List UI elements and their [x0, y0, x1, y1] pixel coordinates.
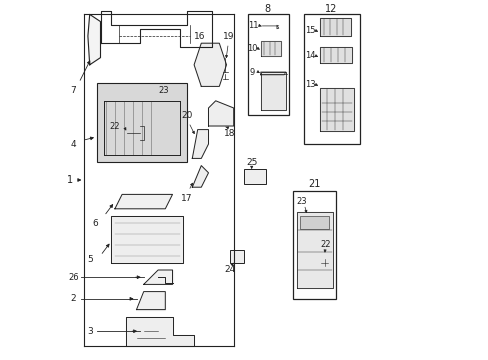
Text: 12: 12	[324, 4, 336, 14]
Text: 22: 22	[320, 240, 330, 249]
Polygon shape	[192, 130, 208, 158]
Text: 14: 14	[305, 51, 315, 60]
Text: 22: 22	[109, 122, 120, 131]
Text: 18: 18	[224, 129, 235, 138]
Bar	[300, 216, 328, 229]
Bar	[230, 250, 244, 263]
Text: 17: 17	[181, 194, 192, 202]
Polygon shape	[115, 194, 172, 209]
Text: 19: 19	[222, 32, 234, 41]
Text: 2: 2	[71, 294, 76, 303]
Text: 23: 23	[295, 197, 306, 206]
Text: 3: 3	[87, 327, 92, 336]
Bar	[303, 14, 359, 144]
Text: 10: 10	[246, 44, 257, 53]
Text: 4: 4	[71, 140, 76, 149]
Polygon shape	[192, 166, 208, 187]
Text: 25: 25	[245, 158, 257, 166]
Text: 20: 20	[181, 111, 192, 120]
Text: 24: 24	[224, 266, 235, 275]
Polygon shape	[320, 47, 352, 63]
Polygon shape	[125, 317, 194, 346]
Polygon shape	[208, 101, 233, 126]
Polygon shape	[260, 41, 280, 56]
Polygon shape	[88, 14, 101, 65]
Bar	[247, 14, 289, 115]
Polygon shape	[320, 88, 354, 131]
Bar	[292, 191, 336, 299]
Bar	[244, 169, 265, 184]
Text: 9: 9	[249, 68, 255, 77]
Text: 26: 26	[68, 273, 79, 282]
Text: 16: 16	[193, 32, 205, 41]
Polygon shape	[320, 18, 350, 36]
Text: 7: 7	[70, 86, 76, 95]
Text: 8: 8	[264, 4, 270, 14]
Text: 6: 6	[92, 219, 98, 228]
Polygon shape	[194, 43, 226, 86]
Text: 21: 21	[308, 179, 320, 189]
Text: 13: 13	[305, 80, 315, 89]
Polygon shape	[260, 72, 285, 110]
Text: 5: 5	[87, 255, 92, 264]
Polygon shape	[260, 72, 285, 75]
Polygon shape	[111, 216, 183, 263]
Text: 1: 1	[67, 175, 73, 185]
Polygon shape	[296, 212, 332, 288]
Polygon shape	[136, 292, 165, 310]
Polygon shape	[143, 270, 172, 284]
Text: 11: 11	[248, 21, 258, 30]
Bar	[97, 83, 186, 162]
Text: 23: 23	[158, 86, 168, 95]
Text: 15: 15	[305, 26, 315, 35]
